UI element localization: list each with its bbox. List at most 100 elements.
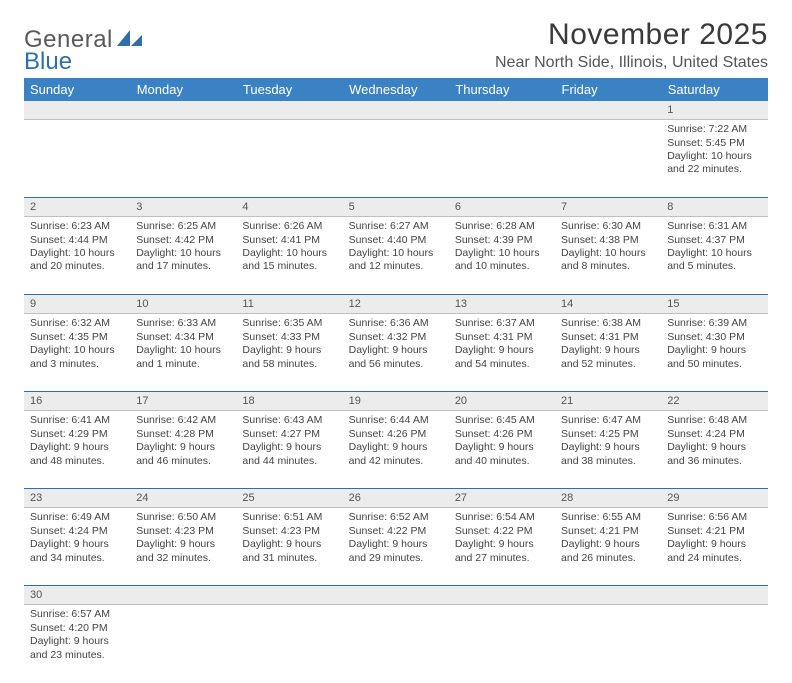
sunset-text: Sunset: 4:27 PM bbox=[242, 428, 336, 441]
day-number-cell: 23 bbox=[24, 489, 130, 508]
day-number-cell bbox=[343, 586, 449, 605]
sunset-text: Sunset: 4:35 PM bbox=[30, 331, 124, 344]
daylight-text: Daylight: 10 hours and 8 minutes. bbox=[561, 247, 655, 274]
day-number-cell: 1 bbox=[661, 101, 767, 120]
sunrise-text: Sunrise: 6:27 AM bbox=[349, 220, 443, 233]
day-number-cell: 3 bbox=[130, 198, 236, 217]
day-number-cell: 6 bbox=[449, 198, 555, 217]
daylight-text: Daylight: 10 hours and 5 minutes. bbox=[667, 247, 761, 274]
day-number-row: 2345678 bbox=[24, 198, 768, 217]
day-number-cell: 28 bbox=[555, 489, 661, 508]
sunrise-text: Sunrise: 6:26 AM bbox=[242, 220, 336, 233]
sunset-text: Sunset: 4:25 PM bbox=[561, 428, 655, 441]
day-cell: Sunrise: 6:51 AMSunset: 4:23 PMDaylight:… bbox=[236, 508, 342, 586]
sunset-text: Sunset: 4:37 PM bbox=[667, 234, 761, 247]
sunrise-text: Sunrise: 6:47 AM bbox=[561, 414, 655, 427]
day-header-thursday: Thursday bbox=[449, 78, 555, 101]
day-number-cell: 15 bbox=[661, 295, 767, 314]
sunset-text: Sunset: 4:29 PM bbox=[30, 428, 124, 441]
day-cell: Sunrise: 6:57 AMSunset: 4:20 PMDaylight:… bbox=[24, 605, 130, 683]
day-number-cell: 12 bbox=[343, 295, 449, 314]
day-number-cell: 9 bbox=[24, 295, 130, 314]
sunrise-text: Sunrise: 6:39 AM bbox=[667, 317, 761, 330]
day-number-cell: 27 bbox=[449, 489, 555, 508]
day-cell: Sunrise: 6:28 AMSunset: 4:39 PMDaylight:… bbox=[449, 217, 555, 295]
sunrise-text: Sunrise: 6:36 AM bbox=[349, 317, 443, 330]
day-number-cell: 5 bbox=[343, 198, 449, 217]
sunset-text: Sunset: 4:24 PM bbox=[667, 428, 761, 441]
sunset-text: Sunset: 4:41 PM bbox=[242, 234, 336, 247]
daylight-text: Daylight: 9 hours and 58 minutes. bbox=[242, 344, 336, 371]
day-cell: Sunrise: 6:32 AMSunset: 4:35 PMDaylight:… bbox=[24, 314, 130, 392]
day-number-cell bbox=[555, 101, 661, 120]
day-header-tuesday: Tuesday bbox=[236, 78, 342, 101]
sunrise-text: Sunrise: 6:32 AM bbox=[30, 317, 124, 330]
day-cell: Sunrise: 7:22 AMSunset: 5:45 PMDaylight:… bbox=[661, 120, 767, 198]
sunset-text: Sunset: 4:32 PM bbox=[349, 331, 443, 344]
day-number-cell: 11 bbox=[236, 295, 342, 314]
day-cell: Sunrise: 6:37 AMSunset: 4:31 PMDaylight:… bbox=[449, 314, 555, 392]
day-number-cell: 2 bbox=[24, 198, 130, 217]
day-cell bbox=[343, 605, 449, 683]
daylight-text: Daylight: 9 hours and 38 minutes. bbox=[561, 441, 655, 468]
day-cell: Sunrise: 6:47 AMSunset: 4:25 PMDaylight:… bbox=[555, 411, 661, 489]
sunset-text: Sunset: 4:22 PM bbox=[455, 525, 549, 538]
daylight-text: Daylight: 10 hours and 17 minutes. bbox=[136, 247, 230, 274]
sunset-text: Sunset: 4:44 PM bbox=[30, 234, 124, 247]
day-number-cell: 4 bbox=[236, 198, 342, 217]
day-cell: Sunrise: 6:41 AMSunset: 4:29 PMDaylight:… bbox=[24, 411, 130, 489]
day-number-cell bbox=[236, 101, 342, 120]
day-cell bbox=[236, 605, 342, 683]
day-cell: Sunrise: 6:43 AMSunset: 4:27 PMDaylight:… bbox=[236, 411, 342, 489]
week-row: Sunrise: 6:32 AMSunset: 4:35 PM Daylight:… bbox=[24, 314, 768, 392]
calendar-table: Sunday Monday Tuesday Wednesday Thursday… bbox=[24, 78, 768, 683]
daylight-text: Daylight: 10 hours and 15 minutes. bbox=[242, 247, 336, 274]
day-cell: Sunrise: 6:33 AMSunset: 4:34 PMDaylight:… bbox=[130, 314, 236, 392]
day-number-cell: 25 bbox=[236, 489, 342, 508]
daylight-text: Daylight: 10 hours and 22 minutes. bbox=[667, 150, 761, 177]
day-number-row: 16171819202122 bbox=[24, 392, 768, 411]
day-cell: Sunrise: 6:52 AMSunset: 4:22 PMDaylight:… bbox=[343, 508, 449, 586]
sunrise-text: Sunrise: 6:49 AM bbox=[30, 511, 124, 524]
sunrise-text: Sunrise: 6:33 AM bbox=[136, 317, 230, 330]
daylight-text: Daylight: 10 hours and 12 minutes. bbox=[349, 247, 443, 274]
day-number-cell bbox=[343, 101, 449, 120]
sunrise-text: Sunrise: 6:43 AM bbox=[242, 414, 336, 427]
daylight-text: Daylight: 9 hours and 32 minutes. bbox=[136, 538, 230, 565]
sunrise-text: Sunrise: 6:23 AM bbox=[30, 220, 124, 233]
daylight-text: Daylight: 9 hours and 54 minutes. bbox=[455, 344, 549, 371]
day-cell bbox=[449, 120, 555, 198]
sunset-text: Sunset: 4:24 PM bbox=[30, 525, 124, 538]
sunset-text: Sunset: 4:23 PM bbox=[136, 525, 230, 538]
day-number-cell: 24 bbox=[130, 489, 236, 508]
day-cell: Sunrise: 6:31 AMSunset: 4:37 PMDaylight:… bbox=[661, 217, 767, 295]
week-row: Sunrise: 6:23 AMSunset: 4:44 PM Daylight:… bbox=[24, 217, 768, 295]
sunset-text: Sunset: 4:26 PM bbox=[349, 428, 443, 441]
daylight-text: Daylight: 9 hours and 56 minutes. bbox=[349, 344, 443, 371]
daylight-text: Daylight: 9 hours and 26 minutes. bbox=[561, 538, 655, 565]
day-cell bbox=[449, 605, 555, 683]
sunrise-text: Sunrise: 6:38 AM bbox=[561, 317, 655, 330]
day-number-cell: 8 bbox=[661, 198, 767, 217]
day-number-row: 9101112131415 bbox=[24, 295, 768, 314]
header: General November 2025 Near North Side, I… bbox=[24, 18, 768, 72]
daylight-text: Daylight: 9 hours and 40 minutes. bbox=[455, 441, 549, 468]
daylight-text: Daylight: 9 hours and 50 minutes. bbox=[667, 344, 761, 371]
day-cell: Sunrise: 6:45 AMSunset: 4:26 PMDaylight:… bbox=[449, 411, 555, 489]
day-number-cell: 21 bbox=[555, 392, 661, 411]
day-number-cell bbox=[236, 586, 342, 605]
day-number-cell bbox=[449, 586, 555, 605]
day-cell bbox=[555, 605, 661, 683]
sunrise-text: Sunrise: 6:37 AM bbox=[455, 317, 549, 330]
day-cell: Sunrise: 6:39 AMSunset: 4:30 PMDaylight:… bbox=[661, 314, 767, 392]
day-header-wednesday: Wednesday bbox=[343, 78, 449, 101]
day-header-saturday: Saturday bbox=[661, 78, 767, 101]
day-number-row: 30 bbox=[24, 586, 768, 605]
day-number-cell: 13 bbox=[449, 295, 555, 314]
daylight-text: Daylight: 9 hours and 52 minutes. bbox=[561, 344, 655, 371]
sunset-text: Sunset: 4:28 PM bbox=[136, 428, 230, 441]
sunrise-text: Sunrise: 6:50 AM bbox=[136, 511, 230, 524]
day-number-cell bbox=[130, 586, 236, 605]
sunset-text: Sunset: 4:20 PM bbox=[30, 622, 124, 635]
sunset-text: Sunset: 4:34 PM bbox=[136, 331, 230, 344]
